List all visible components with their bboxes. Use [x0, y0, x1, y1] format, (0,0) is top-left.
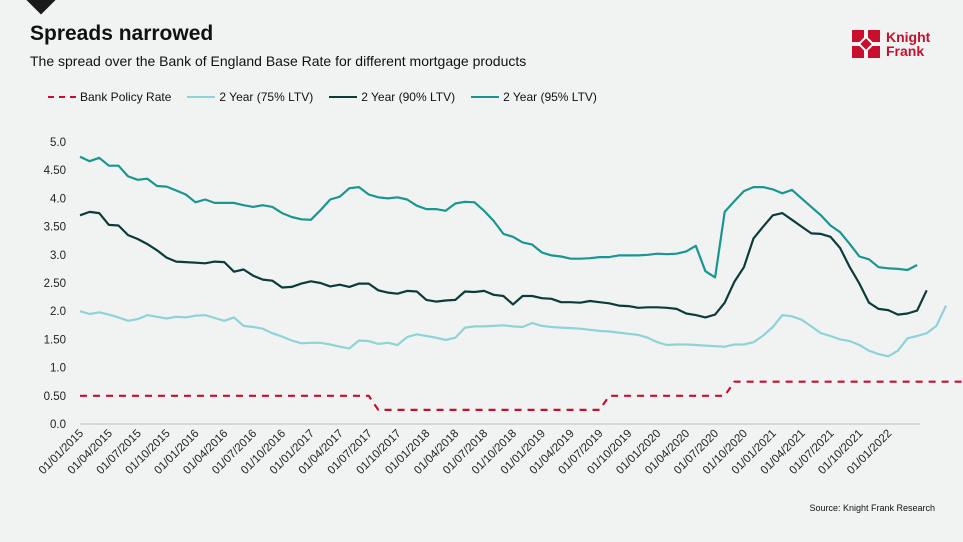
legend-item-bank-policy-rate: Bank Policy Rate [48, 90, 171, 104]
legend-label: Bank Policy Rate [80, 90, 172, 104]
legend-label: 2 Year (75% LTV) [219, 90, 314, 104]
legend-item-95-ltv: 2 Year (95% LTV) [471, 90, 597, 104]
legend-label: 2 Year (90% LTV) [361, 90, 456, 104]
legend-swatch-90-ltv [329, 96, 358, 98]
y-tick-label: 5.0 [50, 137, 66, 149]
y-tick-label: 3.50 [44, 222, 66, 234]
legend-swatch-bank-policy-rate [48, 96, 76, 98]
chart-legend: Bank Policy Rate 2 Year (75% LTV) 2 Year… [48, 90, 613, 104]
legend-swatch-95-ltv [471, 96, 500, 98]
legend-item-75-ltv: 2 Year (75% LTV) [187, 90, 313, 104]
y-tick-label: 4.0 [50, 193, 66, 205]
knight-frank-wordmark: Knight Frank [886, 30, 930, 58]
y-tick-label: 2.0 [50, 306, 66, 318]
legend-label: 2 Year (95% LTV) [503, 90, 597, 104]
series-line-1 [80, 380, 963, 411]
y-tick-label: 1.50 [44, 334, 66, 346]
series-line-2 [79, 305, 947, 358]
y-tick-label: 4.50 [44, 165, 66, 177]
y-tick-label: 1.0 [50, 363, 66, 375]
knight-frank-logo: Knight Frank [852, 28, 930, 60]
chart-title: Spreads narrowed [30, 22, 214, 45]
series-line-4 [79, 155, 918, 279]
y-tick-label: 0.50 [44, 391, 66, 403]
legend-item-90-ltv: 2 Year (90% LTV) [329, 90, 455, 104]
source-note: Source: Knight Frank Research [809, 503, 935, 513]
logo-line2: Frank [886, 43, 925, 59]
y-tick-label: 3.0 [50, 250, 66, 262]
y-tick-label: 0.0 [50, 419, 66, 431]
logo-line1: Knight [886, 29, 931, 45]
series-line-3 [79, 210, 928, 319]
chart-subtitle: The spread over the Bank of England Base… [30, 53, 527, 69]
legend-swatch-75-ltv [187, 96, 216, 98]
knight-frank-logo-icon [852, 30, 880, 58]
y-tick-label: 2.50 [44, 278, 66, 290]
